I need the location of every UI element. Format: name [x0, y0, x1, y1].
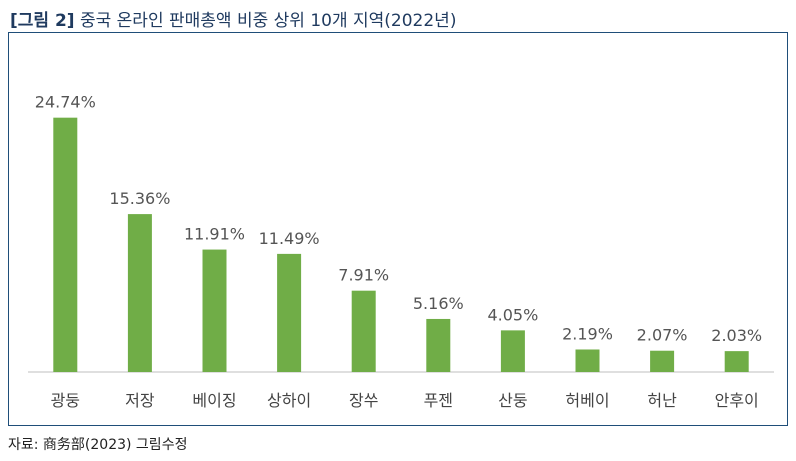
bar-10: [724, 351, 749, 372]
category-label-6: 푸젠: [424, 391, 453, 410]
bar-3: [202, 249, 227, 372]
category-label-7: 산둥: [498, 391, 527, 410]
figure-label: [그림 2]: [10, 11, 75, 31]
bar-5: [351, 290, 376, 372]
bar-7: [500, 330, 525, 372]
category-label-3: 베이징: [192, 391, 236, 410]
data-label-10: 2.03%: [711, 326, 762, 345]
category-label-5: 장쑤: [349, 391, 378, 410]
bar-4: [277, 253, 302, 372]
category-label-4: 상하이: [267, 391, 311, 410]
title-text: 중국 온라인 판매총액 비중 상위 10개 지역(2022년): [79, 11, 457, 31]
category-label-1: 광둥: [51, 391, 80, 410]
category-label-9: 허난: [647, 391, 677, 410]
bar-1: [53, 117, 78, 373]
data-label-4: 11.49%: [259, 229, 320, 248]
data-label-7: 4.05%: [487, 305, 538, 324]
category-label-10: 안후이: [715, 391, 759, 410]
data-label-3: 11.91%: [184, 225, 245, 244]
chart-title: [그림 2] 중국 온라인 판매총액 비중 상위 10개 지역(2022년): [10, 6, 456, 31]
chart-frame: [8, 32, 788, 426]
data-label-6: 5.16%: [413, 294, 464, 313]
category-label-8: 허베이: [565, 391, 609, 410]
bar-chart: 24.74% 광둥 15.36% 저장 11.91% 베이징 11.49% 상하이 7.91% 장…: [28, 93, 774, 410]
bar-6: [426, 318, 451, 372]
bar-2: [127, 214, 152, 372]
data-label-2: 15.36%: [109, 189, 170, 208]
bar-8: [575, 349, 600, 372]
data-label-1: 24.74%: [35, 93, 96, 112]
data-label-9: 2.07%: [637, 326, 688, 345]
source-note: 자료: 商务部(2023) 그림수정: [8, 437, 188, 453]
bar-9: [650, 350, 675, 372]
category-label-2: 저장: [125, 391, 155, 410]
data-label-5: 7.91%: [338, 266, 389, 285]
data-label-8: 2.19%: [562, 324, 613, 343]
